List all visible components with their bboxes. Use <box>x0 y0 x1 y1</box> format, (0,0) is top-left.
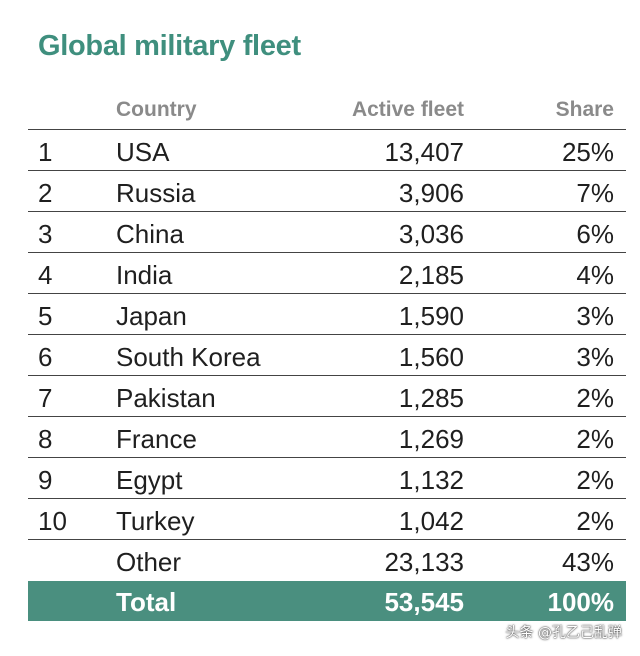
fleet-cell: 2,185 <box>398 260 464 290</box>
fleet-cell: 1,285 <box>398 383 464 413</box>
country-cell: Pakistan <box>116 383 216 413</box>
total-fleet: 53,545 <box>384 587 464 617</box>
country-cell: South Korea <box>116 342 261 372</box>
country-cell: Russia <box>116 178 196 208</box>
table-header: Country Active fleet Share <box>28 88 626 130</box>
column-header-country: Country <box>116 98 197 121</box>
share-cell: 7% <box>576 178 614 208</box>
fleet-cell: 13,407 <box>384 137 464 167</box>
rank-cell: 2 <box>38 178 53 208</box>
fleet-cell: 23,133 <box>384 547 464 577</box>
share-cell: 2% <box>576 506 614 536</box>
table-row: 5 Japan 1,590 3% <box>28 294 626 335</box>
rank-cell: 3 <box>38 219 53 249</box>
watermark-text: 头条 @孔乙己乱弹 <box>505 625 622 641</box>
table-row: 8 France 1,269 2% <box>28 417 626 458</box>
rank-cell: 7 <box>38 383 53 413</box>
rank-cell: 1 <box>38 137 53 167</box>
share-cell: 2% <box>576 424 614 454</box>
country-cell: France <box>116 424 197 454</box>
rank-cell: 5 <box>38 301 53 331</box>
country-cell: India <box>116 260 173 290</box>
table-row: 6 South Korea 1,560 3% <box>28 335 626 376</box>
fleet-cell: 1,042 <box>398 506 464 536</box>
table-row-total: Total 53,545 100% <box>28 581 626 621</box>
share-cell: 25% <box>561 137 614 167</box>
fleet-cell: 1,269 <box>398 424 464 454</box>
total-label: Total <box>116 587 177 617</box>
rank-cell: 9 <box>38 465 53 495</box>
country-cell: Turkey <box>116 506 195 536</box>
table-row: 1 USA 13,407 25% <box>28 130 626 171</box>
rank-cell: 8 <box>38 424 53 454</box>
fleet-cell: 1,132 <box>398 465 464 495</box>
share-cell: 43% <box>561 547 614 577</box>
country-cell: Egypt <box>116 465 183 495</box>
fleet-table: Country Active fleet Share 1 USA 13,407 25%… <box>28 88 626 621</box>
total-share: 100% <box>547 587 615 617</box>
share-cell: 2% <box>576 383 614 413</box>
share-cell: 2% <box>576 465 614 495</box>
table-row: 7 Pakistan 1,285 2% <box>28 376 626 417</box>
rank-cell: 10 <box>38 506 67 536</box>
rank-cell: 4 <box>38 260 53 290</box>
fleet-cell: 1,560 <box>398 342 464 372</box>
share-cell: 6% <box>576 219 614 249</box>
share-cell: 3% <box>576 301 614 331</box>
country-cell: USA <box>116 137 170 167</box>
country-cell: Japan <box>116 301 187 331</box>
share-cell: 3% <box>576 342 614 372</box>
table-row: 3 China 3,036 6% <box>28 212 626 253</box>
fleet-cell: 3,036 <box>398 219 464 249</box>
table-row: 2 Russia 3,906 7% <box>28 171 626 212</box>
share-cell: 4% <box>576 260 614 290</box>
table-body: 1 USA 13,407 25% 2 Russia 3,906 7% 3 China 3,036 6%… <box>28 130 626 540</box>
table-row-other: Other 23,133 43% <box>28 540 626 581</box>
rank-cell: 6 <box>38 342 53 372</box>
page-title: Global military fleet <box>38 30 301 62</box>
column-header-fleet: Active fleet <box>351 98 464 121</box>
fleet-cell: 1,590 <box>398 301 464 331</box>
table-row: 4 India 2,185 4% <box>28 253 626 294</box>
table-row: 10 Turkey 1,042 2% <box>28 499 626 540</box>
country-cell: China <box>116 219 184 249</box>
table-row: 9 Egypt 1,132 2% <box>28 458 626 499</box>
fleet-cell: 3,906 <box>398 178 464 208</box>
country-cell: Other <box>116 547 182 577</box>
column-header-share: Share <box>555 98 614 121</box>
